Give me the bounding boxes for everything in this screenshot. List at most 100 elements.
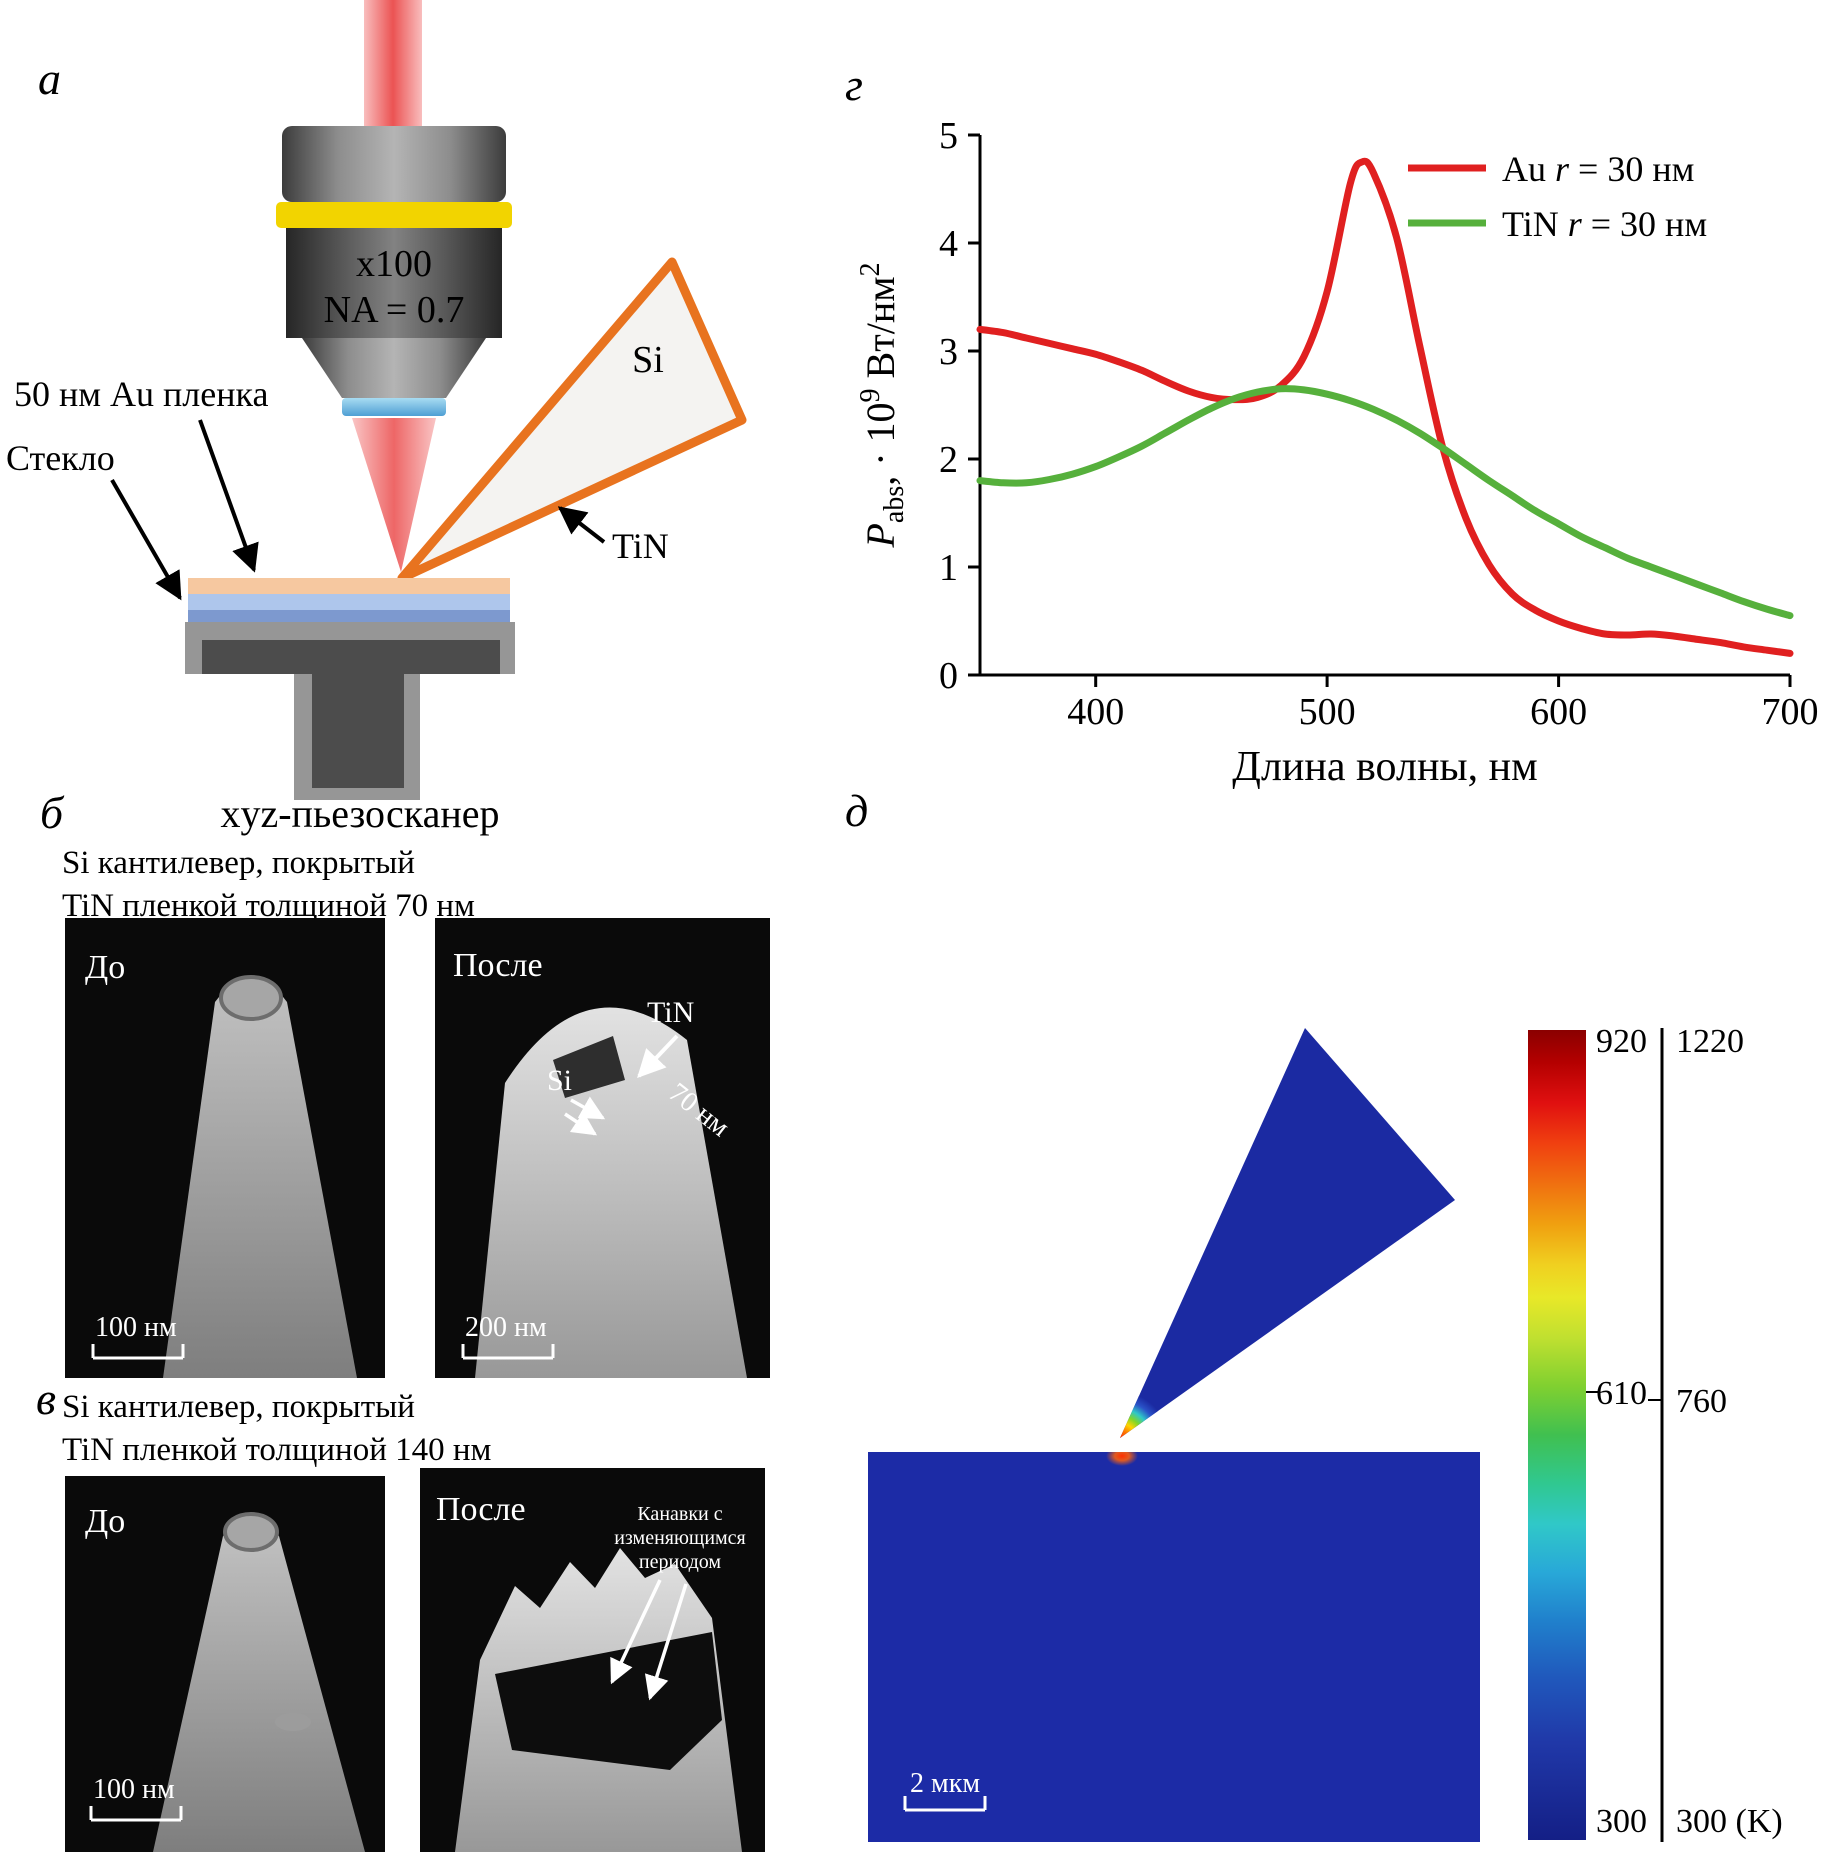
glass-label: Стекло <box>6 438 115 478</box>
svg-text:500: 500 <box>1299 691 1356 733</box>
temperature-map: 2 мкм 920 610 300 1220 760 300 (K) <box>868 1023 1783 1842</box>
sim-scale-text: 2 мкм <box>910 1768 980 1799</box>
sim-cantilever <box>1120 1028 1455 1438</box>
chart-legend: Au r = 30 нм TiN r = 30 нм <box>1408 149 1707 244</box>
scale-text: 100 нм <box>93 1774 175 1805</box>
series-au-line <box>976 157 1794 657</box>
before-label: До <box>85 949 125 986</box>
tin-annotation: TiN <box>647 996 694 1029</box>
scanner-caption: xyz-пьезосканер <box>220 791 500 836</box>
scale-text: 200 нм <box>465 1312 547 1343</box>
after-label: После <box>453 947 543 984</box>
glass-arrow <box>110 479 182 601</box>
au-film-label: 50 нм Au пленка <box>14 374 268 414</box>
svg-text:Канавки с: Канавки с <box>637 1503 722 1525</box>
panel-b-heading: Si кантилевер, покрытый TiN пленкой толщ… <box>62 842 475 928</box>
laser-beam-top <box>364 0 422 130</box>
cantilever-si-label: Si <box>632 339 664 381</box>
colorbar <box>1528 1030 1586 1840</box>
panel-v-heading-line2: TiN пленкой толщиной 140 нм <box>62 1431 492 1468</box>
panel-g-label: г <box>845 59 863 110</box>
au-film-layer <box>188 578 510 594</box>
objective: x100 NA = 0.7 <box>276 126 512 416</box>
panel-v-heading: Si кантилевер, покрытый TiN пленкой толщ… <box>62 1386 491 1472</box>
sem-b-before: До 100 нм <box>65 918 385 1378</box>
before-label: До <box>85 1503 125 1540</box>
y-axis-title: Pabs, · 109 Вт/нм2 <box>860 262 910 548</box>
panel-v-heading-line1: Si кантилевер, покрытый <box>62 1389 415 1425</box>
svg-text:1: 1 <box>939 547 958 589</box>
scale-bar <box>461 1344 555 1360</box>
svg-text:400: 400 <box>1067 691 1124 733</box>
panel-d-label: д <box>845 785 869 836</box>
tin-annotation-arrow <box>637 1034 679 1079</box>
svg-text:300: 300 <box>1596 1803 1647 1840</box>
svg-text:2: 2 <box>939 439 958 481</box>
scale-text: 100 нм <box>95 1312 177 1343</box>
after-label: После <box>436 1491 526 1528</box>
si-annotation-arrow2 <box>564 1111 598 1136</box>
legend-label-tin: TiN r = 30 нм <box>1502 204 1707 244</box>
svg-text:600: 600 <box>1530 691 1587 733</box>
sim-scale-bar <box>903 1796 987 1812</box>
legend-label-au: Au r = 30 нм <box>1502 149 1694 189</box>
tip-apex <box>219 975 283 1021</box>
cantilever-wedge <box>397 257 747 583</box>
svg-text:760: 760 <box>1676 1383 1727 1420</box>
glass-layer-light <box>188 594 510 610</box>
tip-cavity <box>495 1632 722 1770</box>
svg-text:изменяющимся: изменяющимся <box>614 1527 746 1549</box>
sem-v-before: До 100 нм <box>65 1476 385 1852</box>
panel-b-heading-line1: Si кантилевер, покрытый <box>62 845 415 881</box>
y-tick-marks <box>968 133 980 677</box>
si-annotation-arrow1 <box>570 1096 606 1120</box>
stage-inner <box>202 640 500 788</box>
objective-magnification: x100 <box>356 243 432 285</box>
y-tick-labels: 0 1 2 3 4 5 <box>939 115 958 697</box>
objective-cap <box>282 126 506 202</box>
cantilever: Si <box>397 257 747 583</box>
absorption-chart: 400 500 600 700 0 1 2 3 4 5 Длина волны,… <box>860 115 1819 790</box>
svg-text:610: 610 <box>1596 1375 1647 1412</box>
svg-text:1220: 1220 <box>1676 1023 1744 1060</box>
svg-text:3: 3 <box>939 331 958 373</box>
svg-text:4: 4 <box>939 223 958 265</box>
scale-bar <box>89 1806 183 1822</box>
svg-text:300 (K): 300 (K) <box>1676 1803 1783 1840</box>
panel-a-schematic: x100 NA = 0.7 Si TiN 50 нм Au пленка Сте… <box>6 0 747 800</box>
sem-v-after: После Канавки с изменяющимся периодом <box>420 1468 765 1852</box>
objective-yellow-ring <box>276 202 512 228</box>
x-tick-labels: 400 500 600 700 <box>1067 691 1818 733</box>
sample-stack <box>185 578 515 800</box>
tip-shape <box>163 978 357 1378</box>
tip-shape <box>475 1007 747 1378</box>
grooves-annotation: Канавки с изменяющимся периодом <box>614 1503 746 1573</box>
tip-bump <box>275 1713 311 1731</box>
x-axis-title: Длина волны, нм <box>1232 744 1537 790</box>
panel-v-label: в <box>36 1373 56 1424</box>
tip-shape <box>153 1522 365 1852</box>
si-annotation: Si <box>547 1064 572 1097</box>
tip-apex <box>223 1512 279 1552</box>
sim-hotspot-substrate <box>1106 1452 1138 1466</box>
scale-bar <box>91 1344 185 1360</box>
objective-taper <box>302 338 486 398</box>
grooves-arrow2 <box>644 1583 688 1701</box>
au-film-arrow <box>198 419 259 573</box>
panel-b-label: б <box>40 787 64 838</box>
laser-beam-focus <box>352 418 436 572</box>
colorbar-outer-labels: 1220 760 300 (K) <box>1676 1023 1783 1840</box>
tin-label: TiN <box>612 526 669 566</box>
svg-text:700: 700 <box>1762 691 1819 733</box>
sim-hotspot-tip <box>1120 1392 1168 1438</box>
tip-damage <box>553 1036 625 1098</box>
colorbar-inner-labels: 920 610 300 <box>1596 1023 1647 1840</box>
svg-text:0: 0 <box>939 655 958 697</box>
svg-text:920: 920 <box>1596 1023 1647 1060</box>
panel-a-label: а <box>38 53 61 104</box>
tin-arrow <box>557 506 606 544</box>
x-tick-marks <box>1094 675 1792 687</box>
glass-layer-dark <box>188 610 510 622</box>
panel-b-heading-line2: TiN пленкой толщиной 70 нм <box>62 887 475 924</box>
